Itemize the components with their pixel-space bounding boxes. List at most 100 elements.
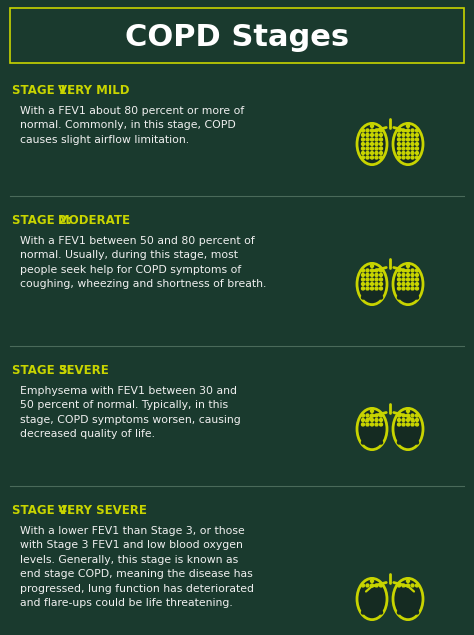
Circle shape — [407, 283, 410, 286]
Circle shape — [402, 606, 405, 610]
Circle shape — [380, 138, 383, 141]
Circle shape — [398, 436, 401, 439]
Circle shape — [411, 152, 414, 154]
Circle shape — [402, 133, 405, 137]
Circle shape — [362, 129, 365, 132]
Circle shape — [380, 129, 383, 132]
Circle shape — [398, 584, 401, 587]
Circle shape — [402, 129, 405, 132]
Circle shape — [366, 156, 369, 159]
Circle shape — [366, 142, 369, 145]
Circle shape — [407, 124, 410, 128]
Circle shape — [371, 283, 374, 286]
Circle shape — [375, 138, 378, 141]
Circle shape — [371, 427, 374, 431]
Text: Emphysema with FEV1 between 30 and
50 percent of normal. Typically, in this
stag: Emphysema with FEV1 between 30 and 50 pe… — [20, 386, 241, 439]
Circle shape — [362, 441, 365, 444]
Circle shape — [416, 589, 419, 591]
Circle shape — [366, 287, 369, 290]
Circle shape — [371, 291, 374, 295]
Circle shape — [371, 441, 374, 444]
Ellipse shape — [357, 408, 387, 450]
Circle shape — [371, 606, 374, 610]
Text: With a FEV1 about 80 percent or more of
normal. Commonly, in this stage, COPD
ca: With a FEV1 about 80 percent or more of … — [20, 106, 244, 145]
Circle shape — [407, 606, 410, 610]
Circle shape — [362, 598, 365, 601]
Circle shape — [416, 436, 419, 439]
Circle shape — [380, 147, 383, 150]
Circle shape — [416, 296, 419, 299]
Circle shape — [416, 287, 419, 290]
Circle shape — [411, 138, 414, 141]
Circle shape — [375, 432, 378, 435]
Circle shape — [380, 414, 383, 417]
Circle shape — [371, 156, 374, 159]
Circle shape — [411, 589, 414, 591]
Circle shape — [366, 274, 369, 276]
Circle shape — [362, 156, 365, 159]
Circle shape — [407, 156, 410, 159]
Circle shape — [407, 580, 410, 582]
Circle shape — [362, 427, 365, 431]
Circle shape — [416, 611, 419, 614]
Circle shape — [375, 296, 378, 299]
Circle shape — [366, 441, 369, 444]
Circle shape — [380, 584, 383, 587]
Circle shape — [366, 278, 369, 281]
Circle shape — [371, 296, 374, 299]
Circle shape — [411, 287, 414, 290]
Circle shape — [407, 129, 410, 132]
Circle shape — [402, 156, 405, 159]
Circle shape — [380, 287, 383, 290]
Circle shape — [407, 142, 410, 145]
Circle shape — [371, 580, 374, 582]
Circle shape — [366, 611, 369, 614]
Circle shape — [362, 296, 365, 299]
Circle shape — [366, 593, 369, 596]
Circle shape — [398, 611, 401, 614]
Circle shape — [411, 441, 414, 444]
Circle shape — [366, 133, 369, 137]
Circle shape — [398, 296, 401, 299]
Circle shape — [407, 584, 410, 587]
Circle shape — [416, 278, 419, 281]
Circle shape — [411, 602, 414, 605]
Text: COPD Stages: COPD Stages — [125, 23, 349, 53]
Circle shape — [411, 269, 414, 272]
Circle shape — [407, 147, 410, 150]
Circle shape — [407, 410, 410, 413]
Circle shape — [366, 269, 369, 272]
Circle shape — [380, 427, 383, 431]
Circle shape — [398, 156, 401, 159]
Text: STAGE 1:: STAGE 1: — [12, 83, 72, 97]
Circle shape — [416, 441, 419, 444]
Circle shape — [416, 593, 419, 596]
Circle shape — [366, 423, 369, 426]
Circle shape — [362, 287, 365, 290]
Circle shape — [402, 418, 405, 422]
Circle shape — [402, 269, 405, 272]
Circle shape — [407, 611, 410, 614]
Circle shape — [380, 606, 383, 610]
Circle shape — [375, 274, 378, 276]
FancyBboxPatch shape — [10, 8, 464, 63]
Circle shape — [416, 418, 419, 422]
Circle shape — [416, 291, 419, 295]
Circle shape — [362, 283, 365, 286]
Circle shape — [362, 152, 365, 154]
Circle shape — [371, 418, 374, 422]
Circle shape — [375, 278, 378, 281]
Circle shape — [366, 436, 369, 439]
Circle shape — [362, 269, 365, 272]
Circle shape — [366, 606, 369, 610]
Circle shape — [402, 423, 405, 426]
Circle shape — [398, 287, 401, 290]
Circle shape — [402, 142, 405, 145]
Circle shape — [375, 593, 378, 596]
Circle shape — [416, 598, 419, 601]
Circle shape — [371, 269, 374, 272]
Circle shape — [411, 427, 414, 431]
Circle shape — [362, 589, 365, 591]
Circle shape — [407, 133, 410, 137]
Circle shape — [407, 265, 410, 267]
